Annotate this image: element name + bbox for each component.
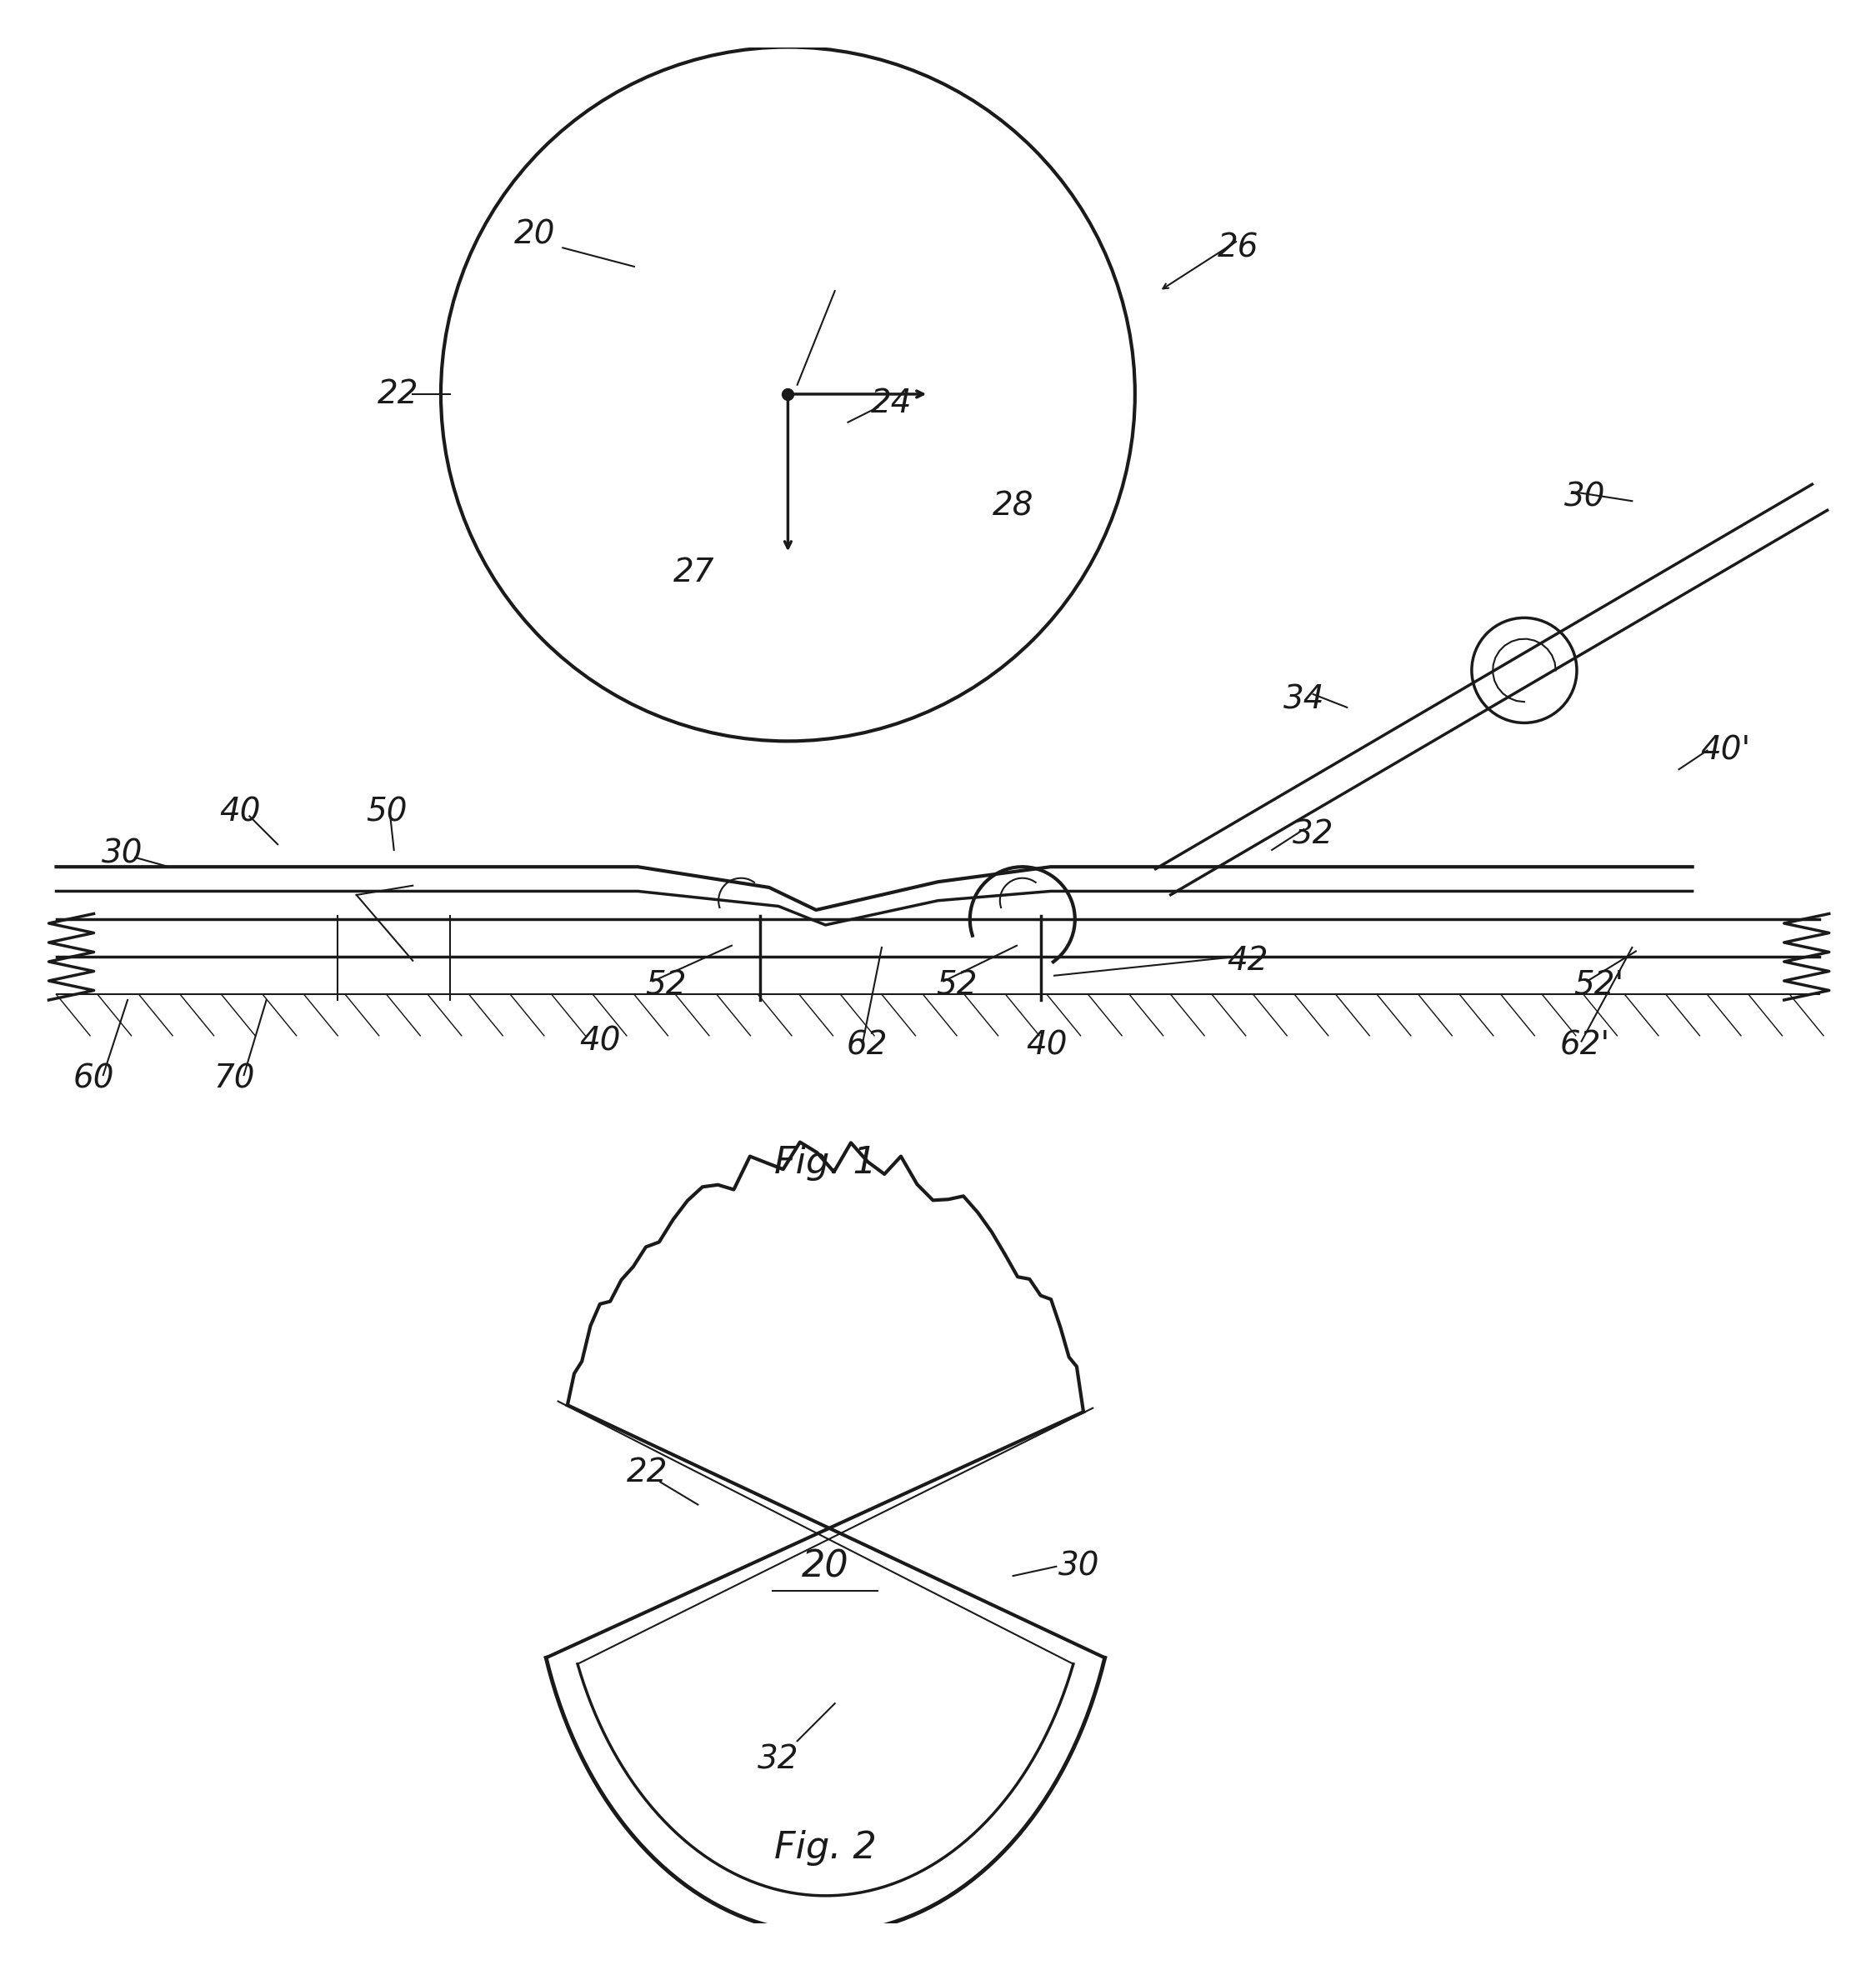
- Text: 20: 20: [801, 1548, 850, 1584]
- Text: 40: 40: [219, 796, 261, 827]
- Text: 22: 22: [627, 1458, 668, 1489]
- Text: 52: 52: [936, 969, 977, 1001]
- Text: 52': 52': [1574, 969, 1623, 1001]
- Text: 32: 32: [758, 1743, 799, 1775]
- Text: 27: 27: [673, 556, 715, 589]
- Text: 40: 40: [580, 1026, 621, 1058]
- Text: 30: 30: [101, 837, 143, 869]
- Text: 30: 30: [1565, 481, 1606, 512]
- Text: 26: 26: [1218, 232, 1259, 264]
- Text: 20: 20: [514, 219, 555, 250]
- Text: 22: 22: [377, 378, 418, 410]
- Text: 62': 62': [1561, 1028, 1610, 1062]
- Text: Fig. 1: Fig. 1: [775, 1145, 876, 1182]
- Text: 28: 28: [992, 491, 1034, 522]
- Text: 62: 62: [846, 1028, 887, 1062]
- Text: 52: 52: [645, 969, 687, 1001]
- Text: 70: 70: [214, 1064, 255, 1095]
- Text: 30: 30: [1058, 1550, 1099, 1582]
- Text: 40: 40: [1026, 1028, 1067, 1062]
- Text: 60: 60: [73, 1064, 114, 1095]
- Text: 24: 24: [870, 388, 912, 420]
- Text: 40': 40': [1702, 735, 1750, 766]
- Text: 34: 34: [1283, 684, 1324, 715]
- Text: 32: 32: [1293, 820, 1334, 851]
- Text: 50: 50: [366, 796, 407, 827]
- Text: Fig. 2: Fig. 2: [775, 1830, 876, 1866]
- Text: 42: 42: [1227, 946, 1268, 977]
